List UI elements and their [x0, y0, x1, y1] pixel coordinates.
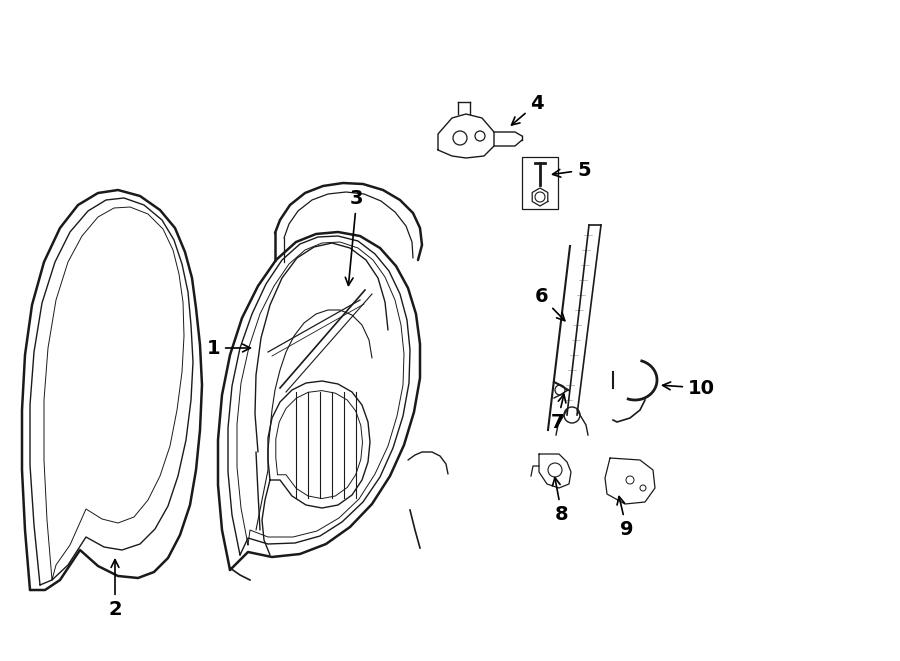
Bar — [522, 157, 558, 209]
Text: 2: 2 — [108, 560, 122, 619]
Text: 8: 8 — [553, 477, 569, 524]
Text: 5: 5 — [553, 161, 590, 180]
Text: 6: 6 — [535, 287, 565, 321]
Text: 7: 7 — [551, 395, 566, 432]
Text: 10: 10 — [662, 379, 715, 397]
Text: 3: 3 — [346, 189, 364, 286]
Text: 4: 4 — [511, 94, 544, 125]
Text: 9: 9 — [617, 496, 634, 539]
Circle shape — [564, 407, 580, 423]
Text: 1: 1 — [206, 338, 250, 358]
